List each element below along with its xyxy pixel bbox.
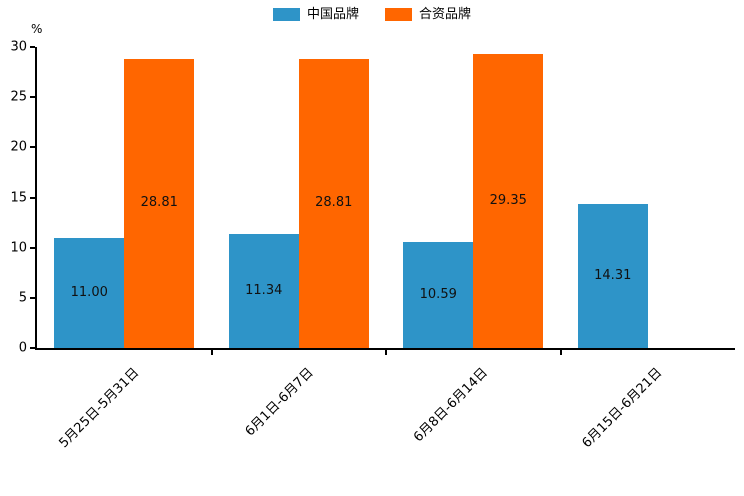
y-tick-mark (30, 347, 35, 349)
y-axis-tick-labels: 0 5 10 15 20 25 30 (0, 41, 27, 355)
bar-series0-cat3 (577, 204, 648, 348)
legend-label-joint-venture-brand: 合资品牌 (419, 7, 472, 22)
y-tick-mark (30, 296, 35, 299)
legend-item-china-brand[interactable]: 中国品牌 (272, 7, 359, 22)
plot-area: 11.00 11.34 10.59 14.31 28.81 28.81 29.35 (30, 46, 735, 355)
x-tick-mark (559, 350, 562, 355)
y-tick-label: 10 (10, 240, 27, 256)
y-tick-label: 5 (18, 290, 27, 306)
bar-series1-cat1 (298, 58, 369, 348)
y-tick-mark (30, 246, 35, 249)
x-tick-label: 6月1日-6月7日 (242, 365, 317, 440)
legend-item-joint-venture-brand[interactable]: 合资品牌 (385, 8, 471, 21)
x-tick-label: 6月8日-6月14日 (411, 365, 492, 446)
bar-series0-cat1 (228, 234, 299, 348)
y-axis-unit-label: % (31, 22, 43, 36)
legend-label-china-brand: 中国品牌 (306, 7, 359, 22)
bar-series0-cat0 (54, 237, 125, 348)
legend-swatch-china-brand (272, 8, 300, 21)
bar-value-label: 11.00 (70, 284, 108, 300)
y-tick-label: 25 (10, 89, 27, 105)
x-tick-mark (210, 350, 213, 355)
bar-value-label: 28.81 (315, 195, 353, 211)
x-axis-tick-labels: 5月25日-5月31日 6月1日-6月7日 6月8日-6月14日 6月15日-6月21… (35, 356, 733, 496)
y-tick-label: 20 (10, 139, 27, 155)
y-tick-label: 30 (10, 39, 27, 55)
bar-value-label: 28.81 (140, 195, 178, 211)
y-tick-mark (30, 46, 35, 48)
bar-series0-cat2 (403, 241, 474, 348)
bar-value-label: 10.59 (419, 286, 457, 302)
x-tick-label: 6月15日-6月21日 (579, 365, 666, 452)
bar-value-label: 14.31 (594, 268, 632, 284)
x-tick-mark (385, 350, 387, 355)
bar-value-label: 29.35 (489, 192, 527, 208)
legend: 中国品牌 合资品牌 (0, 8, 744, 21)
bar-series1-cat0 (124, 58, 195, 348)
bar-series1-cat2 (473, 53, 544, 348)
y-tick-mark (30, 196, 35, 199)
y-tick-mark (30, 96, 35, 99)
y-tick-label: 0 (18, 340, 27, 356)
y-tick-mark (30, 146, 35, 149)
legend-swatch-joint-venture-brand (385, 8, 412, 21)
bar-value-label: 11.34 (245, 283, 283, 299)
x-tick-label: 5月25日-5月31日 (56, 365, 143, 452)
y-tick-label: 15 (10, 190, 27, 205)
